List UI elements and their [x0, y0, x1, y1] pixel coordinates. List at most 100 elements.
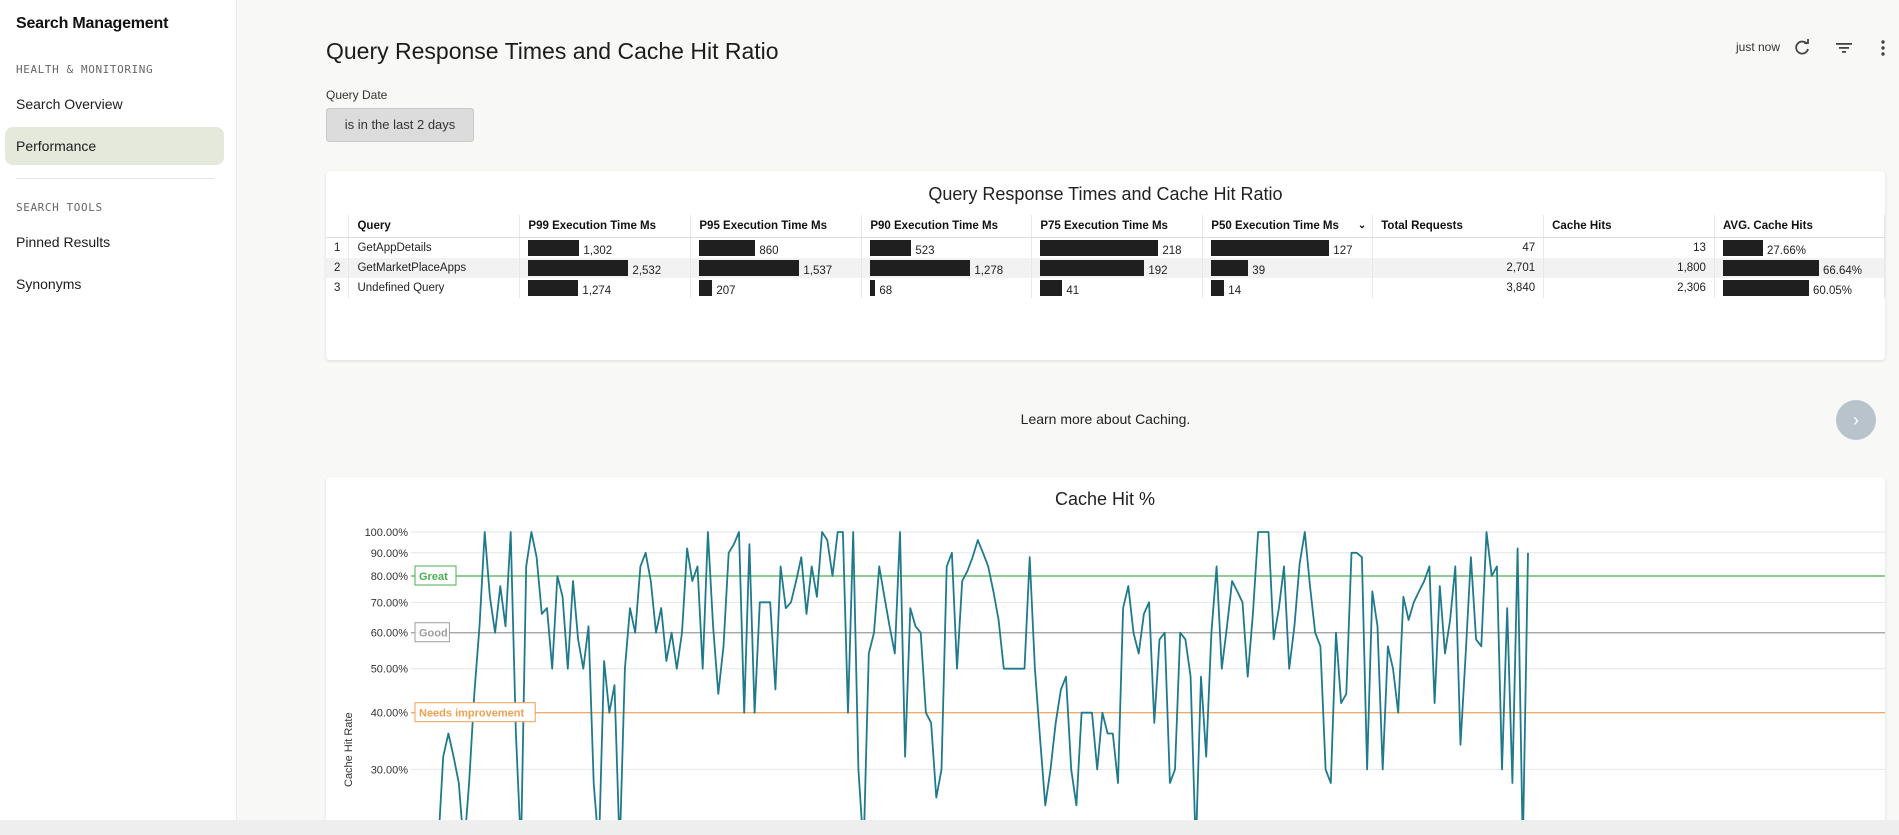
bar-avg [1722, 280, 1809, 296]
cell-total-requests: 47 [1372, 237, 1545, 258]
col-p50-label: P50 Execution Time Ms [1211, 220, 1339, 232]
refresh-icon[interactable] [1791, 37, 1813, 59]
next-chevron-icon[interactable]: › [1836, 400, 1876, 440]
y-tick-label: 60.00% [371, 628, 409, 640]
cache-hit-chart: Cache Hit % Cache Hit Rate 100.00% 90.00% 80… [343, 489, 1885, 820]
cell-query: GetAppDetails [348, 237, 521, 258]
col-total-requests[interactable]: Total Requests [1372, 215, 1545, 238]
y-tick-label: 40.00% [371, 708, 409, 720]
cell-p75: 192 [1031, 258, 1204, 278]
more-options-icon[interactable] [1872, 37, 1894, 59]
bar-avg [1722, 260, 1819, 276]
row-index: 2 [326, 258, 350, 278]
cell-cache-hits: 2,306 [1543, 278, 1715, 298]
table-title: Query Response Times and Cache Hit Ratio [928, 184, 1283, 204]
reference-label-box [414, 702, 536, 723]
bar-p75 [1040, 280, 1063, 296]
cell-p50: 127 [1202, 237, 1374, 258]
col-p50[interactable]: P50 Execution Time Ms ⌄ [1202, 215, 1374, 238]
cell-p95: 860 [690, 237, 863, 258]
reference-label: Needs improvement [419, 708, 524, 720]
page-title: Query Response Times and Cache Hit Ratio [326, 38, 779, 64]
reference-label-box [414, 565, 457, 586]
table-card: Query Response Times and Cache Hit Ratio… [326, 171, 1886, 360]
bar-p99 [528, 260, 629, 276]
nav-item-pinned-results[interactable]: Pinned Results [16, 234, 111, 250]
cell-p99: 2,532 [519, 258, 692, 278]
bar-p99 [528, 280, 579, 296]
cell-total-requests: 3,840 [1372, 278, 1545, 298]
bar-p50 [1211, 260, 1249, 276]
table-row[interactable]: 3 Undefined Query 1,274 207 68 41 14 3,840 2,306… [326, 278, 1886, 298]
bar-p99 [528, 240, 580, 256]
chart-title: Cache Hit % [1055, 489, 1155, 509]
sidebar: Search Management HEALTH & MONITORING Se… [0, 0, 237, 820]
bar-p50 [1211, 280, 1225, 296]
col-index [326, 215, 350, 238]
cell-query: GetMarketPlaceApps [348, 258, 521, 278]
col-p75[interactable]: P75 Execution Time Ms [1031, 215, 1204, 238]
col-avg-cache-hits[interactable]: AVG. Cache Hits [1714, 215, 1886, 238]
bar-p75 [1040, 240, 1159, 256]
section-heading-tools: SEARCH TOOLS [16, 201, 103, 214]
bar-p75 [1040, 260, 1145, 276]
bar-p95 [699, 260, 800, 276]
bar-avg [1722, 240, 1763, 256]
bar-p90 [870, 240, 912, 256]
col-cache-hits[interactable]: Cache Hits [1543, 215, 1715, 238]
nav-item-search-overview[interactable]: Search Overview [16, 96, 123, 112]
cell-avg-cache-hits: 66.64% [1714, 258, 1886, 278]
filter-icon[interactable] [1833, 37, 1855, 59]
y-axis-label: Cache Hit Rate [343, 712, 355, 787]
query-table: Query P99 Execution Time Ms P95 Executio… [326, 215, 1886, 298]
y-tick-label: 80.00% [371, 571, 409, 583]
cell-p90: 523 [861, 237, 1033, 258]
refresh-status: just now [1736, 40, 1781, 54]
cell-p90: 68 [861, 278, 1033, 298]
cell-p75: 41 [1031, 278, 1204, 298]
cell-query: Undefined Query [348, 278, 521, 298]
col-query[interactable]: Query [348, 215, 521, 238]
nav-item-performance[interactable]: Performance [5, 127, 224, 165]
cell-p90: 1,278 [861, 258, 1033, 278]
cell-p95: 1,537 [690, 258, 863, 278]
y-tick-label: 90.00% [371, 548, 409, 560]
filter-label: Query Date [326, 88, 388, 102]
cell-p95: 207 [690, 278, 863, 298]
col-p99[interactable]: P99 Execution Time Ms [519, 215, 692, 238]
table-header-row: Query P99 Execution Time Ms P95 Executio… [326, 215, 1886, 238]
table-row[interactable]: 2 GetMarketPlaceApps 2,532 1,537 1,278 192 39 2… [326, 258, 1886, 278]
bar-p95 [699, 240, 756, 256]
y-tick-label: 50.00% [371, 664, 409, 676]
nav-item-synonyms[interactable]: Synonyms [16, 276, 82, 292]
row-index: 1 [326, 237, 350, 258]
y-tick-label: 100.00% [365, 527, 409, 539]
bar-p95 [699, 280, 713, 296]
learn-more-caching[interactable]: Learn more about Caching. [1020, 411, 1191, 427]
col-p90[interactable]: P90 Execution Time Ms [861, 215, 1033, 238]
cell-p75: 218 [1031, 237, 1204, 258]
bottom-strip [0, 820, 1899, 835]
sidebar-divider [16, 178, 214, 179]
cell-total-requests: 2,701 [1372, 258, 1545, 278]
cell-p99: 1,302 [519, 237, 692, 258]
bar-p50 [1211, 240, 1330, 256]
reference-label-box [414, 622, 450, 643]
cell-cache-hits: 13 [1543, 237, 1715, 258]
app-title: Search Management [16, 15, 169, 32]
reference-label: Good [419, 628, 448, 640]
cell-p50: 39 [1202, 258, 1374, 278]
cell-avg-cache-hits: 27.66% [1714, 237, 1886, 258]
cell-p50: 14 [1202, 278, 1374, 298]
query-date-filter[interactable]: is in the last 2 days [326, 108, 474, 142]
y-tick-label: 70.00% [371, 597, 409, 609]
reference-label: Great [419, 571, 448, 583]
cell-p99: 1,274 [519, 278, 692, 298]
chart-card: Cache Hit % Cache Hit Rate 100.00% 90.00% 80… [326, 477, 1885, 820]
bar-p90 [870, 280, 876, 296]
col-p95[interactable]: P95 Execution Time Ms [690, 215, 863, 238]
table-row[interactable]: 1 GetAppDetails 1,302 860 523 218 127 47 13 27.66… [326, 237, 1886, 258]
sort-desc-icon[interactable]: ⌄ [1357, 220, 1367, 231]
cell-cache-hits: 1,800 [1543, 258, 1715, 278]
bar-p90 [870, 260, 971, 276]
